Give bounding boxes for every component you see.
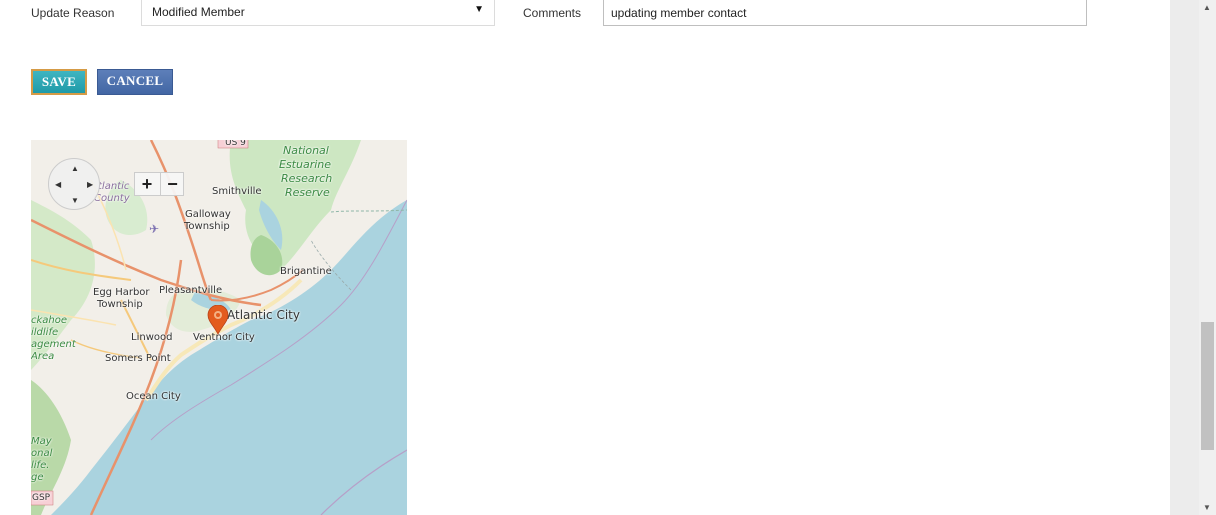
zoom-in-button[interactable]: + <box>141 174 153 194</box>
comments-label: Comments <box>523 6 582 20</box>
map-label-township-2: Township <box>97 299 143 310</box>
svg-text:✈: ✈ <box>149 222 159 236</box>
map-label-area: Area <box>31 351 55 362</box>
map-label-smithville: Smithville <box>212 186 262 197</box>
map-label-reserve: Reserve <box>285 186 330 199</box>
map-label-somers-point: Somers Point <box>105 353 171 364</box>
map-label-atlantic-city: Atlantic City <box>227 308 300 322</box>
pan-right-icon[interactable]: ▶ <box>87 180 94 189</box>
map-label-pleasantville: Pleasantville <box>159 285 223 296</box>
map-label-life: life. <box>31 460 50 471</box>
map-label-ckahoe: ckahoe <box>31 315 68 326</box>
scrollbar[interactable]: ▲ ▼ <box>1199 0 1216 515</box>
update-reason-select[interactable]: Modified Member ▼ <box>141 0 495 26</box>
map-label-onal: onal <box>31 448 53 459</box>
map-label-linwood: Linwood <box>131 332 173 343</box>
map-label-ildlife: ildlife <box>31 327 59 338</box>
map-label-atlantic-county-1: tlantic <box>98 181 130 192</box>
map-label-ventnor: Ventnor City <box>193 332 255 343</box>
cancel-button[interactable]: CANCEL <box>97 69 173 95</box>
map-label-us9: US 9 <box>225 140 246 148</box>
map-label-may: May <box>31 436 52 447</box>
map-label-atlantic-county-2: County <box>94 193 130 204</box>
map-label-gsp: GSP <box>32 493 51 503</box>
page-content: Update Reason Modified Member ▼ Comments… <box>0 0 1170 515</box>
map-label-national: National <box>283 144 329 157</box>
map-pin-icon[interactable] <box>207 305 229 335</box>
pan-left-icon[interactable]: ◀ <box>55 180 62 189</box>
scroll-down-icon[interactable]: ▼ <box>1203 503 1211 512</box>
comments-input[interactable] <box>603 0 1087 26</box>
scroll-up-icon[interactable]: ▲ <box>1203 3 1211 12</box>
map-label-ocean-city: Ocean City <box>126 391 181 402</box>
map-label-ge: ge <box>31 472 44 483</box>
chevron-down-icon[interactable]: ▼ <box>474 4 484 15</box>
zoom-out-button[interactable]: − <box>160 173 184 195</box>
map-label-egg-harbor: Egg Harbor <box>93 287 150 298</box>
zoom-control: + − <box>134 172 184 196</box>
scrollbar-thumb[interactable] <box>1201 322 1214 450</box>
map-label-agement: agement <box>31 339 76 350</box>
map-label-brigantine: Brigantine <box>280 266 332 277</box>
map-view[interactable]: ✈ US 9 National Estuarine Research Reser… <box>31 140 407 515</box>
map-label-research: Research <box>281 172 333 185</box>
map-label-township-1: Township <box>184 221 230 232</box>
map-label-estuarine: Estuarine <box>279 158 332 171</box>
save-button[interactable]: SAVE <box>31 69 87 95</box>
update-reason-label: Update Reason <box>31 6 115 20</box>
pan-up-icon[interactable]: ▲ <box>71 164 79 173</box>
map-label-galloway: Galloway <box>185 209 231 220</box>
update-reason-value: Modified Member <box>152 5 245 19</box>
pan-down-icon[interactable]: ▼ <box>71 196 79 205</box>
pan-control[interactable]: ▲ ▼ ◀ ▶ <box>48 158 100 210</box>
